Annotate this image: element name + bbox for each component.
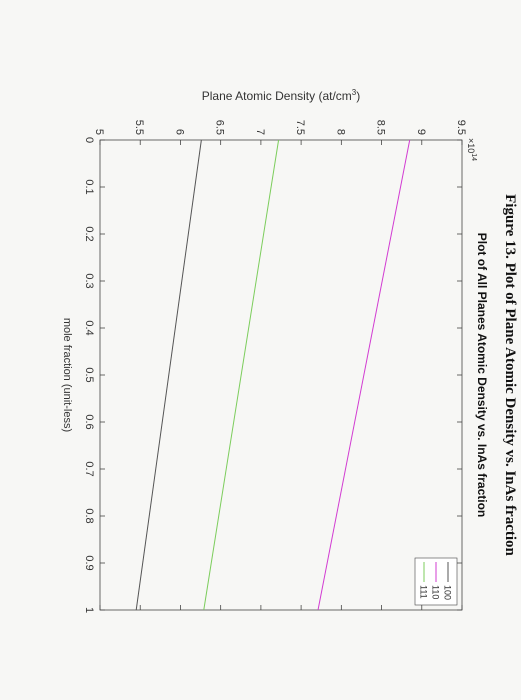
- y-label-text: Plane Atomic Density (at/cm: [202, 89, 352, 103]
- multiplier-base: ×10: [466, 138, 476, 153]
- x-tick-label: 0.3: [83, 273, 95, 288]
- chart-title: Plot of All Planes Atomic Density vs. In…: [475, 233, 489, 518]
- series-line: [317, 139, 411, 611]
- y-tick-label: 7.5: [294, 120, 306, 135]
- y-tick-label: 8.5: [375, 120, 387, 135]
- series-line: [135, 139, 202, 611]
- x-tick-label: 0.7: [83, 461, 95, 476]
- x-axis-label: mole fraction (unit-less): [61, 318, 73, 432]
- y-tick-label: 7: [254, 129, 266, 135]
- multiplier-exp: 14: [470, 153, 477, 161]
- y-label-sup: 3: [352, 88, 357, 97]
- legend-label: 110: [431, 585, 441, 599]
- series-line: [203, 139, 280, 611]
- y-tick-label: 6.5: [214, 120, 226, 135]
- x-tick-label: 0.1: [83, 179, 95, 194]
- y-tick-label: 6: [173, 129, 185, 135]
- y-tick-label: 5.5: [133, 120, 145, 135]
- x-tick-label: 0.8: [83, 508, 95, 523]
- y-tick-label: 8: [334, 129, 346, 135]
- rotated-chart: Plot of All Planes Atomic Density vs. In…: [61, 88, 518, 613]
- legend-label: 100: [443, 585, 453, 600]
- x-tick-label: 0.9: [83, 555, 95, 570]
- x-tick-label: 0.2: [83, 226, 95, 241]
- x-tick-label: 0: [83, 137, 95, 143]
- y-multiplier: ×1014: [466, 138, 477, 161]
- y-tick-label: 5: [93, 129, 105, 135]
- y-tick-label: 9: [415, 129, 427, 135]
- figure-caption: Figure 13. Plot of Plane Atomic Density …: [502, 194, 518, 556]
- y-tick-label: 9.5: [455, 120, 467, 135]
- legend-label: 111: [419, 585, 429, 599]
- x-tick-label: 0.4: [83, 320, 95, 335]
- x-tick-label: 0.5: [83, 367, 95, 382]
- x-tick-label: 1: [83, 607, 95, 613]
- y-label-end: ): [356, 89, 360, 103]
- y-axis-label: Plane Atomic Density (at/cm3): [202, 88, 361, 103]
- x-tick-label: 0.6: [83, 414, 95, 429]
